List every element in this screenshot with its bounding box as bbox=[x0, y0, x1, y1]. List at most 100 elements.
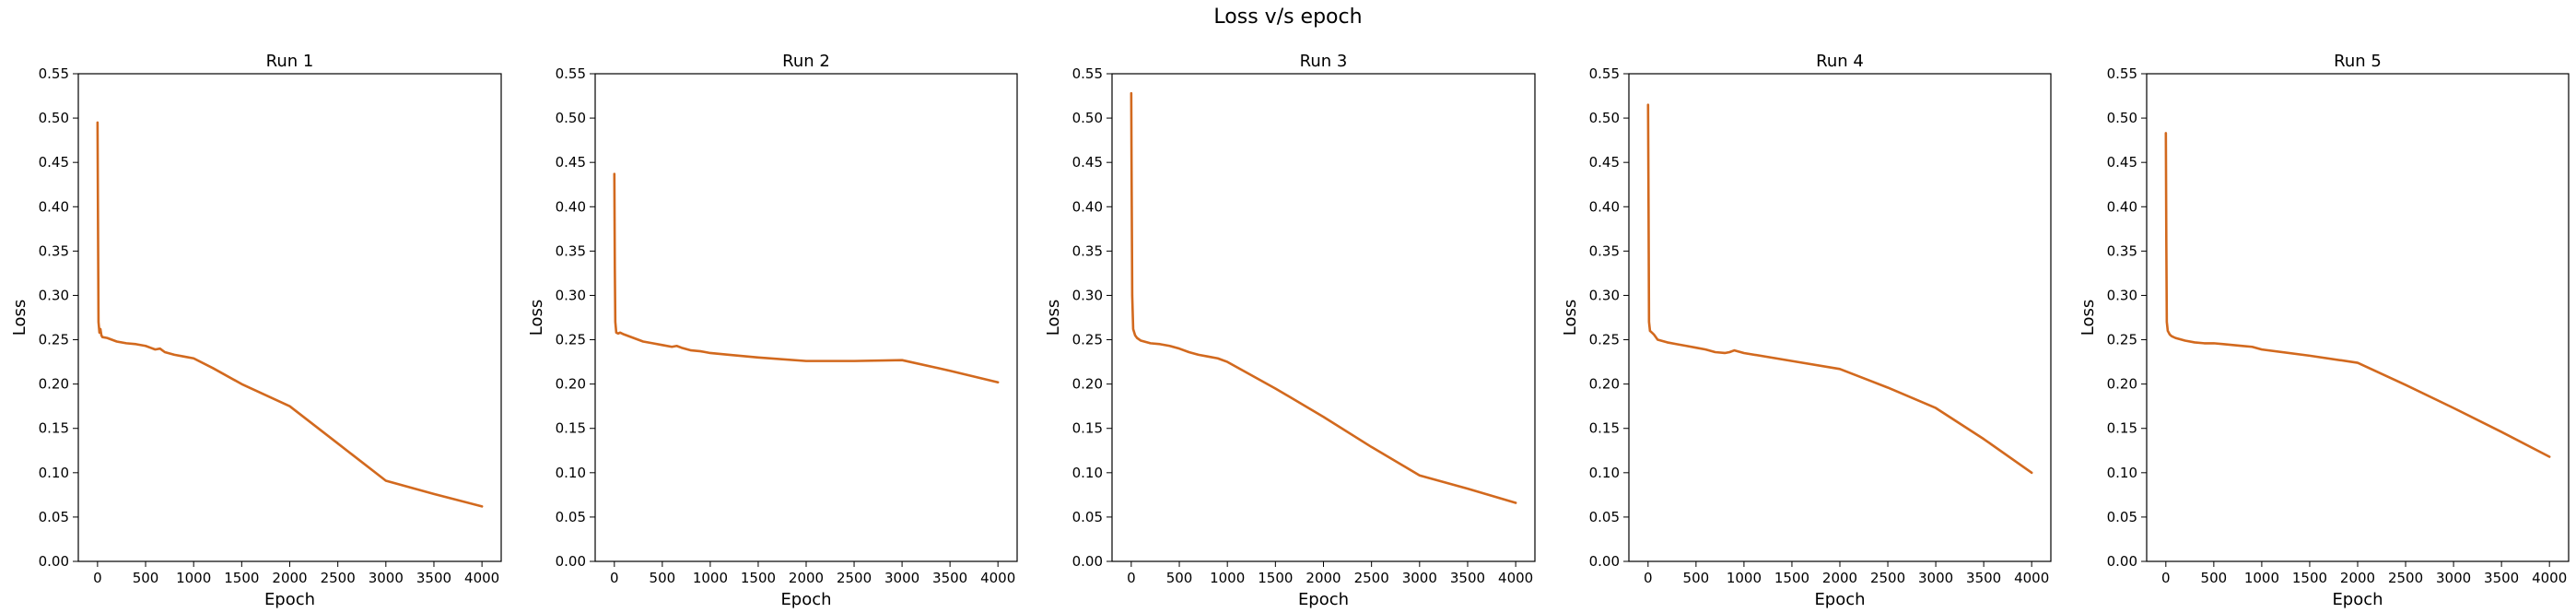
subplot-title: Run 3 bbox=[1300, 52, 1348, 71]
axes-frame bbox=[2146, 73, 2570, 562]
x-tick-label: 3000 bbox=[884, 570, 919, 586]
x-tick-label: 4000 bbox=[2532, 570, 2567, 586]
y-tick-label: 0.10 bbox=[1072, 465, 1103, 481]
x-tick-label: 1000 bbox=[2244, 570, 2279, 586]
y-tick-label: 0.05 bbox=[1072, 509, 1103, 525]
y-tick-label: 0.55 bbox=[556, 65, 586, 82]
y-tick-label: 0.35 bbox=[2107, 242, 2137, 259]
y-tick-label: 0.00 bbox=[1589, 553, 1620, 570]
axes-frame bbox=[594, 73, 1018, 562]
y-tick-label: 0.50 bbox=[556, 110, 586, 126]
y-tick-label: 0.45 bbox=[2107, 154, 2137, 171]
x-axis-label: Epoch bbox=[1298, 590, 1349, 609]
x-tick-label: 4000 bbox=[2014, 570, 2049, 586]
y-tick-label: 0.55 bbox=[1072, 65, 1103, 82]
x-tick-label: 2000 bbox=[1306, 570, 1341, 586]
subplot-run-2: 0.00 0.05 0.10 0.15 0.20 0.25 0.30 0.35 0.40 0.45… bbox=[527, 52, 1018, 609]
y-tick-label: 0.35 bbox=[39, 242, 69, 259]
y-tick-label: 0.35 bbox=[1589, 242, 1620, 259]
x-tick-label: 3000 bbox=[369, 570, 404, 586]
axes-frame bbox=[1111, 73, 1536, 562]
x-tick-label: 2500 bbox=[1870, 570, 1905, 586]
y-tick-label: 0.15 bbox=[1589, 420, 1620, 437]
y-tick-label: 0.30 bbox=[2107, 287, 2137, 303]
y-tick-label: 0.25 bbox=[556, 332, 586, 348]
y-tick-label: 0.35 bbox=[1072, 242, 1103, 259]
x-tick-label: 0 bbox=[610, 570, 619, 586]
x-tick-label: 2500 bbox=[2388, 570, 2423, 586]
series-line bbox=[2164, 132, 2551, 458]
subplot-title: Run 5 bbox=[2334, 52, 2382, 71]
y-tick-label: 0.00 bbox=[556, 553, 586, 570]
y-tick-label: 0.55 bbox=[1589, 65, 1620, 82]
y-tick-label: 0.05 bbox=[2107, 509, 2137, 525]
y-tick-label: 0.05 bbox=[1589, 509, 1620, 525]
y-tick-label: 0.10 bbox=[39, 465, 69, 481]
y-axis-label: Loss bbox=[527, 300, 546, 336]
y-tick-label: 0.20 bbox=[1589, 376, 1620, 393]
y-tick-label: 0.30 bbox=[39, 287, 69, 303]
x-tick-label: 1500 bbox=[741, 570, 776, 586]
x-axis-label: Epoch bbox=[264, 590, 315, 609]
y-tick-label: 0.10 bbox=[556, 465, 586, 481]
x-tick-label: 0 bbox=[2161, 570, 2171, 586]
axes-frame bbox=[77, 73, 502, 562]
x-tick-label: 3500 bbox=[1450, 570, 1485, 586]
subplot-run-4: 0.00 0.05 0.10 0.15 0.20 0.25 0.30 0.35 0.40 0.45… bbox=[1561, 52, 2052, 609]
y-tick-label: 0.15 bbox=[2107, 420, 2137, 437]
y-axis-label: Loss bbox=[2078, 300, 2098, 336]
x-tick-label: 500 bbox=[1683, 570, 1710, 586]
y-tick-label: 0.20 bbox=[1072, 376, 1103, 393]
y-tick-label: 0.30 bbox=[1072, 287, 1103, 303]
y-tick-label: 0.50 bbox=[39, 110, 69, 126]
axes-frame bbox=[1628, 73, 2052, 562]
subplot-run-3: 0.00 0.05 0.10 0.15 0.20 0.25 0.30 0.35 0.40 0.45… bbox=[1044, 52, 1536, 609]
x-tick-label: 3500 bbox=[416, 570, 451, 586]
x-tick-label: 2500 bbox=[837, 570, 872, 586]
y-tick-label: 0.00 bbox=[1072, 553, 1103, 570]
x-tick-label: 1500 bbox=[224, 570, 259, 586]
x-tick-label: 3500 bbox=[2484, 570, 2519, 586]
x-tick-label: 1500 bbox=[2292, 570, 2327, 586]
subplot-run-5: 0.00 0.05 0.10 0.15 0.20 0.25 0.30 0.35 0.40 0.45… bbox=[2078, 52, 2570, 609]
x-tick-label: 1500 bbox=[1774, 570, 1809, 586]
series-line bbox=[613, 172, 1000, 384]
y-tick-label: 0.20 bbox=[556, 376, 586, 393]
y-tick-label: 0.10 bbox=[1589, 465, 1620, 481]
y-tick-label: 0.50 bbox=[1072, 110, 1103, 126]
x-tick-label: 0 bbox=[1127, 570, 1136, 586]
x-tick-label: 3500 bbox=[1966, 570, 2001, 586]
y-axis-label: Loss bbox=[1561, 300, 1580, 336]
x-tick-label: 1000 bbox=[693, 570, 728, 586]
x-tick-label: 4000 bbox=[1498, 570, 1533, 586]
x-tick-label: 2000 bbox=[1822, 570, 1857, 586]
y-tick-label: 0.15 bbox=[39, 420, 69, 437]
x-tick-label: 4000 bbox=[464, 570, 499, 586]
y-tick-label: 0.20 bbox=[2107, 376, 2137, 393]
x-tick-label: 500 bbox=[2201, 570, 2228, 586]
series-line bbox=[1646, 103, 2033, 475]
y-tick-label: 0.45 bbox=[39, 154, 69, 171]
x-tick-label: 500 bbox=[133, 570, 159, 586]
x-tick-label: 2500 bbox=[321, 570, 356, 586]
y-tick-label: 0.40 bbox=[39, 198, 69, 215]
y-tick-label: 0.15 bbox=[556, 420, 586, 437]
y-tick-label: 0.40 bbox=[1072, 198, 1103, 215]
y-tick-label: 0.45 bbox=[1072, 154, 1103, 171]
x-axis-label: Epoch bbox=[1814, 590, 1865, 609]
y-tick-label: 0.50 bbox=[2107, 110, 2137, 126]
y-tick-label: 0.05 bbox=[39, 509, 69, 525]
y-tick-label: 0.30 bbox=[556, 287, 586, 303]
x-tick-label: 500 bbox=[1166, 570, 1193, 586]
x-tick-label: 2000 bbox=[2340, 570, 2375, 586]
x-tick-label: 500 bbox=[650, 570, 676, 586]
x-tick-label: 0 bbox=[1644, 570, 1653, 586]
x-tick-label: 3500 bbox=[932, 570, 967, 586]
y-tick-label: 0.55 bbox=[2107, 65, 2137, 82]
x-tick-label: 2000 bbox=[272, 570, 307, 586]
y-tick-label: 0.35 bbox=[556, 242, 586, 259]
y-axis-label: Loss bbox=[10, 300, 29, 336]
subplot-run-1: 0.00 0.05 0.10 0.15 0.20 0.25 0.30 0.35 0.40 0.45… bbox=[10, 52, 502, 609]
